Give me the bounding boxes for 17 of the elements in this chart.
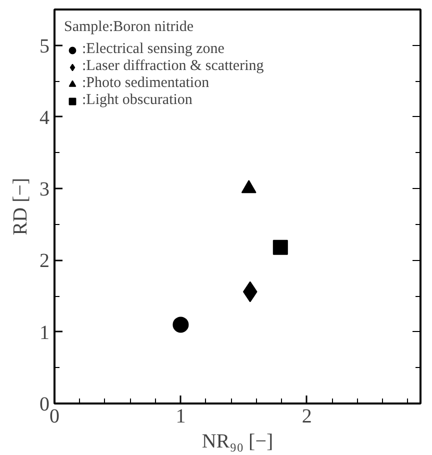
legend-label: :Photo sedimentation: [82, 75, 210, 92]
y-tick-label: 3: [40, 178, 50, 201]
y-tick-label: 1: [40, 322, 50, 344]
legend-label: :Light obscuration: [82, 92, 192, 109]
y-tick-label: 2: [40, 250, 50, 272]
point: [272, 240, 288, 255]
legend-title: Sample:Boron nitride: [64, 19, 195, 36]
y-axis-title: RD [−]: [10, 178, 32, 236]
point: [241, 180, 256, 194]
y-tick-label: 5: [40, 35, 50, 58]
x-tick-label: 1: [176, 406, 186, 428]
y-tick-label: 4: [40, 106, 50, 129]
x-axis-title: NR₉₀ [−]: [202, 430, 274, 452]
legend-label: :Electrical sensing zone: [82, 41, 224, 58]
x-tick-label: 2: [302, 406, 312, 428]
point: [172, 316, 189, 333]
legend-label: :Laser diffraction & scattering: [82, 58, 264, 75]
